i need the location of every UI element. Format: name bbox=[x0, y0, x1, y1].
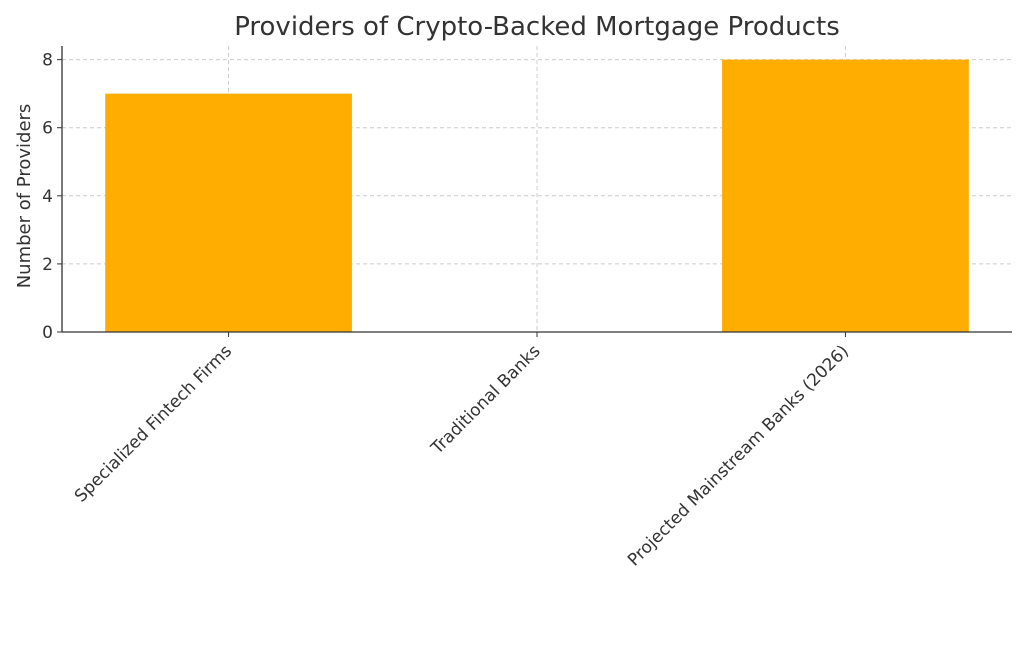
y-tick-label: 6 bbox=[42, 119, 53, 139]
bar bbox=[105, 93, 352, 333]
chart-title: Providers of Crypto-Backed Mortgage Prod… bbox=[234, 12, 840, 42]
y-tick-label: 8 bbox=[42, 51, 53, 71]
x-tick-label: Specialized Fintech Firms bbox=[71, 341, 236, 506]
y-tick-label: 0 bbox=[42, 323, 53, 343]
y-tick-label: 4 bbox=[42, 187, 53, 207]
bar bbox=[722, 59, 969, 332]
y-axis-label: Number of Providers bbox=[14, 104, 35, 289]
x-tick-label: Traditional Banks bbox=[427, 341, 545, 459]
y-tick-label: 2 bbox=[42, 255, 53, 275]
x-tick-label: Projected Mainstream Banks (2026) bbox=[624, 341, 853, 570]
